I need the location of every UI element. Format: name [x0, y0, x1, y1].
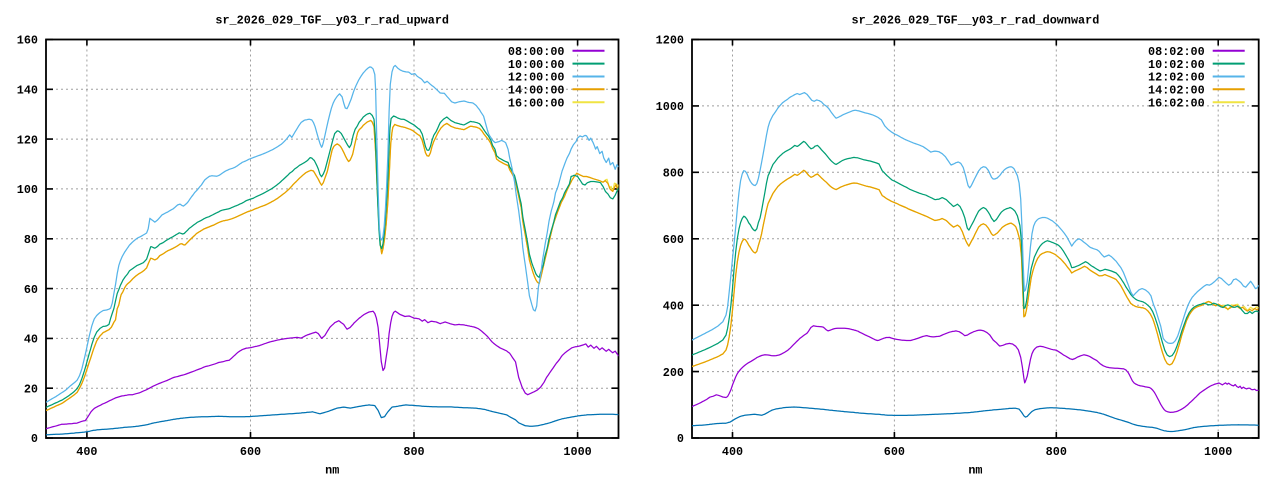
svg-text:40: 40 [24, 333, 38, 347]
svg-text:nm: nm [968, 464, 982, 478]
svg-text:10:00:00: 10:00:00 [508, 58, 565, 72]
svg-text:14:02:00: 14:02:00 [1148, 84, 1205, 98]
svg-text:120: 120 [17, 133, 38, 147]
svg-text:12:02:00: 12:02:00 [1148, 71, 1205, 85]
svg-text:160: 160 [17, 34, 38, 48]
svg-text:12:00:00: 12:00:00 [508, 71, 565, 85]
svg-text:nm: nm [325, 464, 339, 478]
svg-text:600: 600 [884, 445, 905, 459]
svg-text:1000: 1000 [656, 100, 684, 114]
svg-text:400: 400 [663, 299, 684, 313]
svg-text:800: 800 [403, 445, 424, 459]
svg-text:0: 0 [31, 432, 38, 446]
svg-text:16:00:00: 16:00:00 [508, 96, 565, 110]
svg-text:800: 800 [663, 167, 684, 181]
svg-text:10:02:00: 10:02:00 [1148, 58, 1205, 72]
svg-text:200: 200 [663, 366, 684, 380]
svg-text:20: 20 [24, 382, 38, 396]
svg-text:08:02:00: 08:02:00 [1148, 45, 1205, 59]
svg-text:600: 600 [240, 445, 261, 459]
svg-text:60: 60 [24, 283, 38, 297]
svg-text:sr_2026_029_TGF__y03_r_rad_upw: sr_2026_029_TGF__y03_r_rad_upward [215, 14, 449, 28]
svg-text:1200: 1200 [656, 34, 684, 48]
svg-text:08:00:00: 08:00:00 [508, 45, 565, 59]
svg-text:1000: 1000 [1204, 445, 1232, 459]
svg-text:16:02:00: 16:02:00 [1148, 96, 1205, 110]
svg-text:100: 100 [17, 183, 38, 197]
svg-text:400: 400 [76, 445, 97, 459]
svg-text:400: 400 [722, 445, 743, 459]
svg-text:1000: 1000 [563, 445, 591, 459]
svg-text:14:00:00: 14:00:00 [508, 84, 565, 98]
svg-text:800: 800 [1046, 445, 1067, 459]
svg-text:sr_2026_029_TGF__y03_r_rad_dow: sr_2026_029_TGF__y03_r_rad_downward [852, 14, 1100, 28]
svg-text:80: 80 [24, 233, 38, 247]
svg-text:140: 140 [17, 84, 38, 98]
svg-text:0: 0 [677, 432, 684, 446]
svg-text:600: 600 [663, 233, 684, 247]
